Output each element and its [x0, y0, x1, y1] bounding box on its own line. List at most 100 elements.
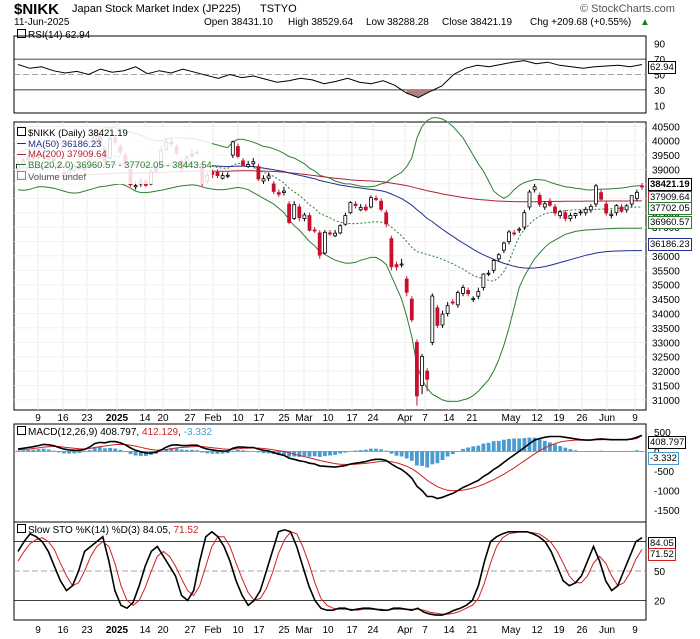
macd-hist-bar-85 [450, 451, 455, 455]
macd-hist-bar-99 [522, 438, 527, 452]
candle-body-60 [322, 231, 327, 254]
macd-hist-bar-47 [256, 451, 261, 453]
candle-body-52 [281, 190, 286, 193]
macd-hist-bar-95 [502, 439, 506, 452]
volume-legend-swatch [17, 171, 26, 180]
candle-body-70 [374, 197, 378, 200]
tag-close: 38421.19 [648, 178, 692, 191]
macd-hist-bar-78 [415, 451, 419, 466]
candle-body-59 [317, 232, 322, 256]
high-value: High 38529.64 [288, 17, 354, 28]
candle-body-83 [440, 313, 445, 326]
tag-rsi: 62.94 [648, 61, 676, 74]
macd-hist-bar-60 [323, 451, 327, 457]
candle-body-67 [358, 207, 363, 211]
sto-y-tick-2: 20 [654, 596, 666, 607]
macd-hist-bar-30 [169, 447, 174, 452]
hist-legend-value: -3.332 [183, 427, 213, 438]
candle-body-119 [624, 205, 629, 211]
macd-hist-bar-29 [164, 449, 169, 452]
macd-hist-bar-111 [583, 451, 588, 452]
candle-body-122 [640, 185, 644, 188]
macd-hist-bar-109 [573, 450, 578, 452]
candle-body-107 [563, 212, 568, 219]
macd-hist-bar-88 [466, 447, 470, 452]
candle-body-39 [215, 171, 220, 176]
bottom-x-label-4: 14 [139, 625, 151, 636]
macd-hist-bar-41 [225, 451, 230, 454]
price-legend-text: $NIKK (Daily) 38421.19 [28, 128, 128, 139]
tag-macd: 408.797 [648, 436, 687, 449]
candle-body-75 [399, 263, 404, 266]
macd-hist-bar-1 [21, 450, 25, 452]
price-y-tick-9: 36000 [652, 252, 680, 263]
macd-hist-bar-77 [409, 451, 414, 461]
bottom-x-label-1: 16 [57, 625, 69, 636]
ma200-legend-swatch [17, 153, 26, 155]
top-x-label-19: May [502, 413, 521, 424]
tag-ma50: 36186.23 [648, 238, 692, 251]
sto-legend-swatch [17, 524, 26, 533]
macd-hist-bar-52 [282, 451, 286, 456]
macd-hist-bar-106 [558, 446, 563, 452]
macd-hist-bar-105 [553, 444, 557, 452]
macd-hist-bar-114 [599, 450, 603, 452]
bottom-x-label-17: 14 [443, 625, 455, 636]
signal-legend-value: 412.129 [141, 427, 179, 438]
macd-hist-bar-57 [307, 451, 312, 457]
candle-body-88 [466, 290, 471, 295]
top-x-label-21: 19 [553, 413, 565, 424]
candle-body-90 [476, 291, 481, 297]
candle-body-103 [542, 203, 547, 208]
macd-hist-bar-79 [420, 451, 424, 466]
candle-body-71 [379, 200, 384, 210]
macd-hist-bar-45 [246, 450, 251, 452]
candle-body-117 [614, 205, 619, 214]
top-x-label-2: 23 [81, 413, 93, 424]
candle-body-105 [553, 206, 557, 214]
rsi-legend-swatch [17, 29, 26, 38]
macd-hist-bar-32 [179, 449, 184, 452]
macd-hist-bar-74 [394, 451, 399, 456]
price-y-tick-19: 31000 [652, 396, 680, 407]
macd-legend-swatch [17, 426, 26, 435]
macd-hist-bar-72 [384, 450, 389, 452]
macd-hist-bar-15 [92, 447, 97, 452]
price-y-tick-18: 31500 [652, 382, 680, 393]
candle-body-111 [583, 208, 588, 214]
price-legend: $NIKK (Daily) 38421.19 MA(50) 36186.23 M… [17, 127, 212, 184]
ma50-legend-text: MA(50) 36186.23 [28, 138, 102, 150]
macd-hist-bar-14 [87, 450, 92, 452]
candle-body-100 [527, 191, 532, 208]
candle-body-97 [512, 232, 516, 235]
sto-k-line [17, 528, 643, 616]
macd-line [17, 434, 643, 500]
macd-y-tick-0: 500 [654, 428, 671, 439]
candle-body-113 [594, 185, 598, 205]
macd-hist-bar-6 [46, 449, 51, 452]
macd-hist-bar-49 [266, 451, 271, 454]
candle-body-23 [133, 185, 138, 188]
macd-hist-bar-115 [604, 451, 609, 452]
candle-body-115 [604, 203, 609, 214]
candle-body-48 [261, 178, 266, 182]
macd-hist-bar-35 [195, 450, 199, 452]
macd-hist-bar-21 [123, 451, 128, 452]
rsi-y-tick-0: 90 [654, 40, 666, 51]
macd-hist-bar-68 [363, 449, 368, 452]
macd-hist-bar-23 [133, 451, 138, 456]
macd-hist-bar-70 [374, 448, 378, 452]
macd-hist-bar-69 [369, 448, 373, 452]
candle-body-50 [271, 183, 276, 192]
macd-hist-bar-116 [609, 451, 614, 452]
macd-hist-bar-73 [389, 451, 394, 454]
bottom-x-label-2: 23 [81, 625, 93, 636]
candle-body-49 [266, 175, 271, 179]
bottom-x-label-8: 10 [232, 625, 244, 636]
candle-body-89 [471, 298, 476, 300]
macd-hist-bar-110 [578, 451, 583, 452]
macd-hist-bar-113 [594, 450, 598, 452]
candle-body-56 [302, 214, 307, 219]
macd-hist-bar-119 [624, 451, 629, 452]
